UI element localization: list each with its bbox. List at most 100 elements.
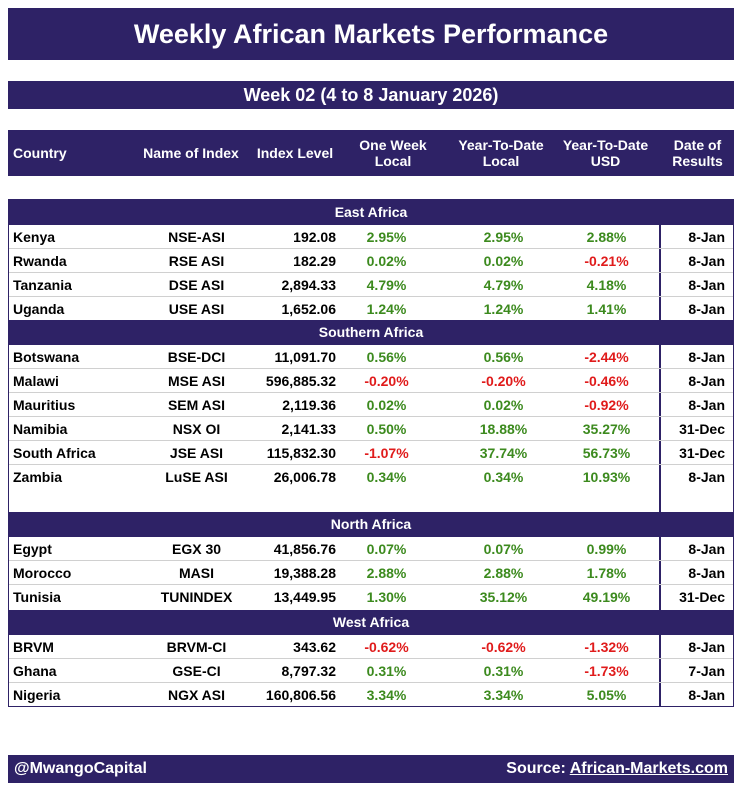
table-row: Malawi MSE ASI 596,885.32 -0.20% -0.20% -0.46… xyxy=(9,369,733,393)
header-ytd-usd: Year-To-Date USD xyxy=(562,137,649,169)
region-header: Southern Africa xyxy=(9,320,733,345)
index-level-cell: 19,388.28 xyxy=(273,565,336,581)
ytd-local-change-cell: 0.02% xyxy=(483,253,524,269)
country-cell: Botswana xyxy=(13,349,80,365)
one-week-change-cell: 1.30% xyxy=(366,589,407,605)
ytd-usd-change-cell: -1.32% xyxy=(584,639,629,655)
index-level-cell: 596,885.32 xyxy=(265,373,336,389)
one-week-change-cell: -0.62% xyxy=(364,639,409,655)
ytd-usd-change-cell: 1.41% xyxy=(586,301,627,317)
index-level-cell: 1,652.06 xyxy=(281,301,337,317)
header-index-level: Index Level xyxy=(256,145,334,161)
table-row: Morocco MASI 19,388.28 2.88% 2.88% 1.78% 8-Jan xyxy=(9,561,733,585)
ytd-local-change-cell: 2.95% xyxy=(483,229,524,245)
source-link[interactable]: African-Markets.com xyxy=(569,760,728,777)
ytd-local-change-cell: 2.88% xyxy=(483,565,524,581)
header-date-of-results: Date of Results xyxy=(672,137,723,169)
country-cell: Ghana xyxy=(13,663,57,679)
table-row: Mauritius SEM ASI 2,119.36 0.02% 0.02% -0.92%… xyxy=(9,393,733,417)
ytd-usd-change-cell: 56.73% xyxy=(582,445,631,461)
ytd-usd-change-cell: 35.27% xyxy=(582,421,631,437)
index-name-cell: DSE ASI xyxy=(168,277,225,293)
date-of-results-cell: 8-Jan xyxy=(688,469,725,485)
one-week-change-cell: 2.88% xyxy=(366,565,407,581)
one-week-change-cell: -1.07% xyxy=(364,445,409,461)
table-row: Tunisia TUNINDEX 13,449.95 1.30% 35.12% 49.19… xyxy=(9,585,733,609)
ytd-local-change-cell: 35.12% xyxy=(479,589,528,605)
page-title: Weekly African Markets Performance xyxy=(8,8,734,60)
date-of-results-cell: 8-Jan xyxy=(688,229,725,245)
one-week-change-cell: 0.07% xyxy=(366,541,407,557)
index-name-cell: TUNINDEX xyxy=(160,589,233,605)
one-week-change-cell: 3.34% xyxy=(366,687,407,703)
index-level-cell: 2,141.33 xyxy=(281,421,337,437)
ytd-usd-change-cell: -0.46% xyxy=(584,373,629,389)
ytd-usd-change-cell: 4.18% xyxy=(586,277,627,293)
column-divider xyxy=(659,635,661,706)
one-week-change-cell: 0.56% xyxy=(366,349,407,365)
table-row: Botswana BSE-DCI 11,091.70 0.56% 0.56% -2.44%… xyxy=(9,345,733,369)
ytd-local-change-cell: 37.74% xyxy=(479,445,528,461)
index-name-cell: BRVM-CI xyxy=(166,639,227,655)
table-row: Namibia NSX OI 2,141.33 0.50% 18.88% 35.27% 31… xyxy=(9,417,733,441)
twitter-handle: @MwangoCapital xyxy=(14,760,147,777)
one-week-change-cell: 0.50% xyxy=(366,421,407,437)
table-row: Ghana GSE-CI 8,797.32 0.31% 0.31% -1.73% 7-Jan xyxy=(9,659,733,683)
date-of-results-cell: 8-Jan xyxy=(688,397,725,413)
ytd-usd-change-cell: 5.05% xyxy=(586,687,627,703)
index-name-cell: EGX 30 xyxy=(171,541,222,557)
ytd-usd-change-cell: 49.19% xyxy=(582,589,631,605)
index-name-cell: LuSE ASI xyxy=(165,469,228,485)
one-week-change-cell: 0.34% xyxy=(366,469,407,485)
country-cell: Tanzania xyxy=(13,277,72,293)
index-name-cell: MSE ASI xyxy=(167,373,226,389)
region-header: West Africa xyxy=(9,610,733,635)
country-cell: Zambia xyxy=(13,469,63,485)
ytd-local-change-cell: 0.02% xyxy=(483,397,524,413)
one-week-change-cell: -0.20% xyxy=(364,373,409,389)
table-row: Kenya NSE-ASI 192.08 2.95% 2.95% 2.88% 8-Jan xyxy=(9,225,733,249)
one-week-change-cell: 0.02% xyxy=(366,397,407,413)
date-of-results-cell: 8-Jan xyxy=(688,373,725,389)
index-level-cell: 11,091.70 xyxy=(274,349,336,365)
date-of-results-cell: 8-Jan xyxy=(688,565,725,581)
date-of-results-cell: 8-Jan xyxy=(688,253,725,269)
table-header: Country Name of Index Index Level One We… xyxy=(8,130,734,176)
table-row: Egypt EGX 30 41,856.76 0.07% 0.07% 0.99% 8-Jan xyxy=(9,537,733,561)
index-name-cell: JSE ASI xyxy=(169,445,224,461)
ytd-local-change-cell: 0.56% xyxy=(483,349,524,365)
country-cell: Namibia xyxy=(13,421,68,437)
ytd-local-change-cell: -0.20% xyxy=(481,373,526,389)
index-level-cell: 41,856.76 xyxy=(273,541,336,557)
table-row: Zambia LuSE ASI 26,006.78 0.34% 0.34% 10.93% 8… xyxy=(9,465,733,489)
index-level-cell: 2,894.33 xyxy=(281,277,337,293)
date-of-results-cell: 8-Jan xyxy=(688,639,725,655)
footer: @MwangoCapital Source: African-Markets.c… xyxy=(8,755,734,783)
ytd-local-change-cell: 0.34% xyxy=(483,469,524,485)
index-level-cell: 2,119.36 xyxy=(282,397,336,413)
date-of-results-cell: 8-Jan xyxy=(688,541,725,557)
index-level-cell: 13,449.95 xyxy=(273,589,336,605)
ytd-local-change-cell: -0.62% xyxy=(481,639,526,655)
ytd-local-change-cell: 0.31% xyxy=(483,663,524,679)
table-row: BRVM BRVM-CI 343.62 -0.62% -0.62% -1.32% 8-Jan xyxy=(9,635,733,659)
date-of-results-cell: 8-Jan xyxy=(688,349,725,365)
date-of-results-cell: 8-Jan xyxy=(688,277,725,293)
country-cell: Malawi xyxy=(13,373,59,389)
header-index-name: Name of Index xyxy=(143,145,239,161)
country-cell: Nigeria xyxy=(13,687,61,703)
index-level-cell: 182.29 xyxy=(293,253,336,269)
table-row: Uganda USE ASI 1,652.06 1.24% 1.24% 1.41% 8-Ja… xyxy=(9,297,733,321)
one-week-change-cell: 1.24% xyxy=(366,301,407,317)
ytd-usd-change-cell: 2.88% xyxy=(586,229,627,245)
index-name-cell: NGX ASI xyxy=(167,687,226,703)
date-of-results-cell: 31-Dec xyxy=(679,421,725,437)
column-divider xyxy=(659,537,661,610)
column-divider xyxy=(659,345,661,512)
index-name-cell: RSE ASI xyxy=(168,253,225,269)
ytd-usd-change-cell: -0.21% xyxy=(584,253,629,269)
country-cell: Kenya xyxy=(13,229,56,245)
index-level-cell: 115,832.30 xyxy=(266,445,336,461)
one-week-change-cell: 0.02% xyxy=(366,253,407,269)
country-cell: Morocco xyxy=(13,565,72,581)
